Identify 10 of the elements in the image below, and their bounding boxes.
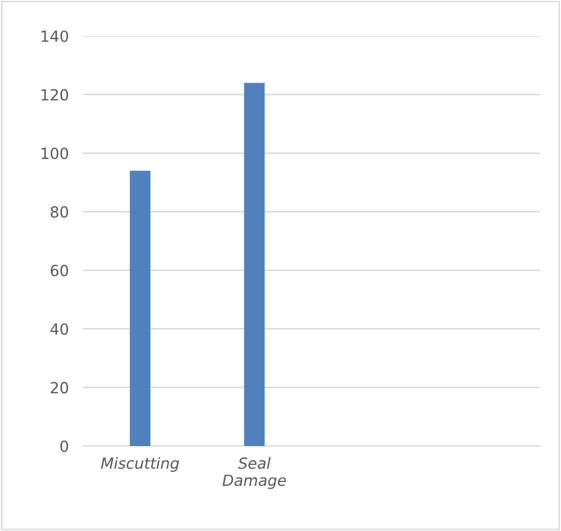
- y-tick-label: 80: [50, 206, 68, 218]
- y-tick-label: 60: [50, 264, 68, 276]
- y-tick-label: 20: [50, 382, 68, 394]
- x-tick-label: Seal Damage: [222, 457, 286, 490]
- x-tick-label: Miscutting: [101, 457, 180, 472]
- y-tick-label: 40: [50, 323, 68, 335]
- y-tick-label: 120: [42, 89, 68, 101]
- y-tick-label: 100: [42, 148, 68, 160]
- y-tick-label: 140: [42, 30, 68, 42]
- y-tick-label: 0: [60, 440, 68, 452]
